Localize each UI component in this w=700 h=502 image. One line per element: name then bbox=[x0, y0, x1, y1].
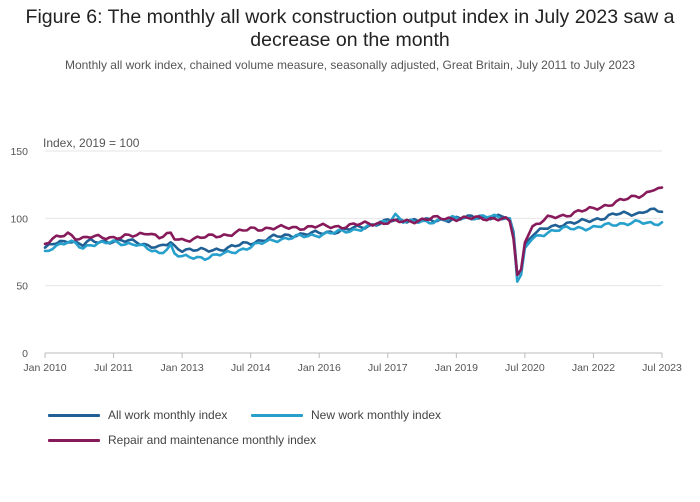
chart-subtitle: Monthly all work index, chained volume m… bbox=[64, 58, 636, 72]
legend-swatch bbox=[251, 413, 303, 417]
series-line-all-work-monthly-index[interactable] bbox=[43, 207, 664, 277]
x-tick-label: Jul 2020 bbox=[505, 362, 545, 374]
series-lines bbox=[43, 186, 664, 283]
x-tick-label: Jan 2010 bbox=[23, 362, 66, 374]
y-tick-label: 50 bbox=[16, 281, 28, 293]
x-tick-label: Jan 2013 bbox=[161, 362, 204, 374]
y-tick-label: 150 bbox=[10, 146, 28, 158]
x-tick-label: Jul 2023 bbox=[642, 362, 682, 374]
y-tick-label: 0 bbox=[22, 348, 28, 360]
legend-item-new-work[interactable]: New work monthly index bbox=[251, 408, 441, 422]
x-tick-label: Jul 2017 bbox=[368, 362, 408, 374]
gridlines bbox=[45, 150, 662, 287]
x-tick-label: Jan 2022 bbox=[572, 362, 615, 374]
x-tick-label: Jan 2016 bbox=[298, 362, 341, 374]
y-axis-label: Index, 2019 = 100 bbox=[43, 136, 140, 150]
y-axis-ticks: 0 50 100 150 bbox=[10, 146, 28, 360]
series-line-repair-and-maintenance-monthly-index[interactable] bbox=[43, 186, 664, 277]
legend-swatch bbox=[48, 438, 100, 442]
legend-label: New work monthly index bbox=[311, 408, 442, 422]
legend-swatch bbox=[48, 413, 100, 417]
chart-title: Figure 6: The monthly all work construct… bbox=[25, 6, 675, 51]
x-tick-label: Jan 2019 bbox=[435, 362, 478, 374]
x-tick-label: Jul 2014 bbox=[231, 362, 271, 374]
legend-label: All work monthly index bbox=[108, 408, 228, 422]
y-tick-label: 100 bbox=[10, 213, 28, 225]
x-tick-label: Jul 2011 bbox=[94, 362, 133, 374]
legend-item-all-work[interactable]: All work monthly index bbox=[48, 408, 227, 422]
series-line-new-work-monthly-index[interactable] bbox=[43, 212, 664, 283]
legend-label: Repair and maintenance monthly index bbox=[108, 433, 317, 447]
x-axis-ticks: Jan 2010 Jul 2011 Jan 2013 Jul 2014 Jan 2016… bbox=[23, 353, 682, 374]
legend-item-repair-maintenance[interactable]: Repair and maintenance monthly index bbox=[48, 433, 316, 447]
